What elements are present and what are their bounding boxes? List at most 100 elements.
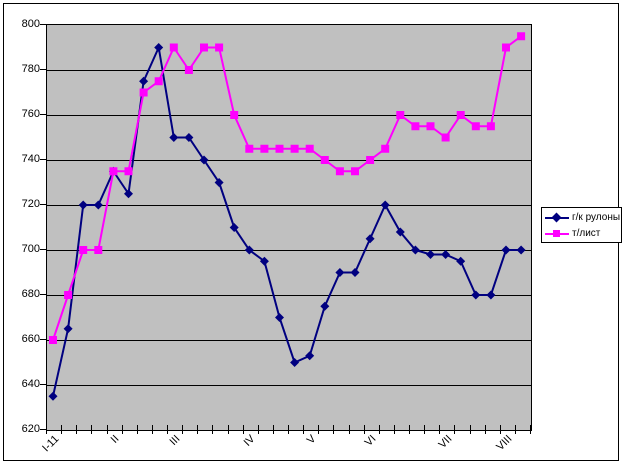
x-axis-tick <box>212 425 214 434</box>
x-axis-tick <box>348 425 350 434</box>
x-axis-tick <box>257 425 259 434</box>
square-data-point <box>124 167 133 176</box>
square-data-point <box>245 144 254 153</box>
diamond-data-point <box>456 256 466 266</box>
diamond-data-point <box>395 227 405 237</box>
y-axis-label-720: 720 <box>21 198 40 210</box>
y-axis-tick <box>40 114 46 115</box>
x-axis-tick <box>167 425 168 434</box>
x-axis-tick <box>378 425 380 434</box>
x-axis-tick <box>136 425 138 434</box>
diamond-data-point <box>244 245 254 255</box>
y-axis-tick <box>40 384 46 385</box>
x-axis-tick <box>499 425 501 434</box>
legend-item-series1: г/к рулоны <box>542 209 621 225</box>
series-canvas <box>48 32 526 401</box>
square-data-point <box>169 43 178 52</box>
square-data-point <box>109 167 118 176</box>
square-data-point <box>94 246 103 254</box>
square-data-point <box>215 43 224 52</box>
x-axis-tick <box>106 425 108 434</box>
y-axis-label-640: 640 <box>21 378 40 390</box>
square-data-point <box>441 133 450 142</box>
x-axis-label-VII: VII <box>436 433 455 451</box>
diamond-data-point <box>320 301 330 311</box>
x-axis-tick <box>303 425 305 434</box>
gridline-740 <box>47 159 531 161</box>
y-axis-tick <box>40 204 46 205</box>
diamond-data-point <box>350 268 360 277</box>
y-axis-label-760: 760 <box>21 108 40 120</box>
square-data-point <box>335 167 344 176</box>
diamond-data-point <box>229 223 239 232</box>
x-axis-tick <box>514 425 516 434</box>
square-data-point <box>366 156 375 164</box>
gridline-640 <box>47 384 531 386</box>
diamond-data-point <box>124 189 133 199</box>
square-data-point <box>305 144 314 153</box>
square-data-point <box>290 144 299 153</box>
diamond-data-point <box>410 245 420 255</box>
x-axis-label-VI: VI <box>362 433 379 449</box>
square-data-point <box>230 111 239 119</box>
diamond-data-point <box>169 133 179 142</box>
square-marker-icon <box>553 229 560 237</box>
x-axis-tick <box>197 425 199 434</box>
diamond-marker-icon <box>551 212 562 222</box>
square-data-point <box>426 122 435 131</box>
legend-label-series1: г/к рулоны <box>572 211 621 223</box>
diamond-data-point <box>259 256 269 266</box>
square-data-point <box>139 88 148 97</box>
diamond-data-point <box>139 76 149 86</box>
diamond-data-point <box>154 43 164 52</box>
y-axis-label-780: 780 <box>21 63 40 75</box>
legend: г/к рулоны т/лист <box>541 207 622 243</box>
legend-sample-series1 <box>545 212 569 222</box>
x-axis-tick <box>91 425 93 434</box>
square-data-point <box>411 122 420 131</box>
x-axis-tick <box>530 425 531 434</box>
diamond-data-point <box>471 290 481 300</box>
x-axis-tick <box>288 425 289 434</box>
series-line-1 <box>52 44 522 397</box>
x-axis-label-I-11: I-11 <box>40 433 62 455</box>
x-axis-label-VIII: VIII <box>494 433 515 454</box>
diamond-data-point <box>441 250 451 259</box>
x-axis-tick <box>318 425 320 434</box>
x-axis-tick <box>242 425 244 434</box>
gridline-760 <box>47 114 531 116</box>
diamond-data-point <box>380 200 390 210</box>
diamond-data-point <box>48 391 58 401</box>
square-data-point <box>49 336 57 344</box>
x-axis-tick <box>227 425 229 434</box>
square-data-point <box>200 43 208 52</box>
y-axis-label-680: 680 <box>21 288 40 300</box>
square-data-point <box>456 111 465 119</box>
square-data-point <box>396 111 405 119</box>
y-axis-tick <box>40 69 46 70</box>
x-axis-tick <box>409 425 410 434</box>
x-axis-label-IV: IV <box>241 433 258 449</box>
diamond-data-point <box>184 133 194 142</box>
diamond-data-point <box>305 351 315 361</box>
x-axis-tick <box>439 425 441 434</box>
square-data-point <box>79 246 88 254</box>
square-data-point <box>64 291 73 299</box>
gridline-720 <box>47 204 531 206</box>
y-axis-label-660: 660 <box>21 333 40 345</box>
diamond-data-point <box>290 358 300 367</box>
x-axis-tick <box>469 425 471 434</box>
square-data-point <box>471 122 480 131</box>
x-axis-tick <box>61 425 63 434</box>
x-axis-label-II: II <box>109 433 122 446</box>
legend-item-series2: т/лист <box>542 225 621 241</box>
x-axis-tick <box>484 425 486 434</box>
x-axis-tick <box>363 425 365 434</box>
diamond-data-point <box>426 250 435 259</box>
diamond-data-point <box>275 313 284 322</box>
diamond-data-point <box>63 324 73 334</box>
y-axis-tick <box>40 429 46 430</box>
legend-sample-series2 <box>545 229 569 238</box>
y-axis-tick <box>40 159 46 160</box>
diamond-data-point <box>93 200 103 210</box>
